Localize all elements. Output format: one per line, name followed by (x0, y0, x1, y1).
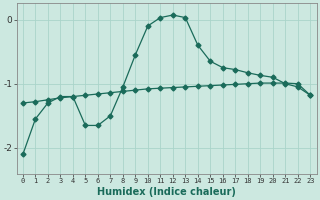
X-axis label: Humidex (Indice chaleur): Humidex (Indice chaleur) (97, 187, 236, 197)
